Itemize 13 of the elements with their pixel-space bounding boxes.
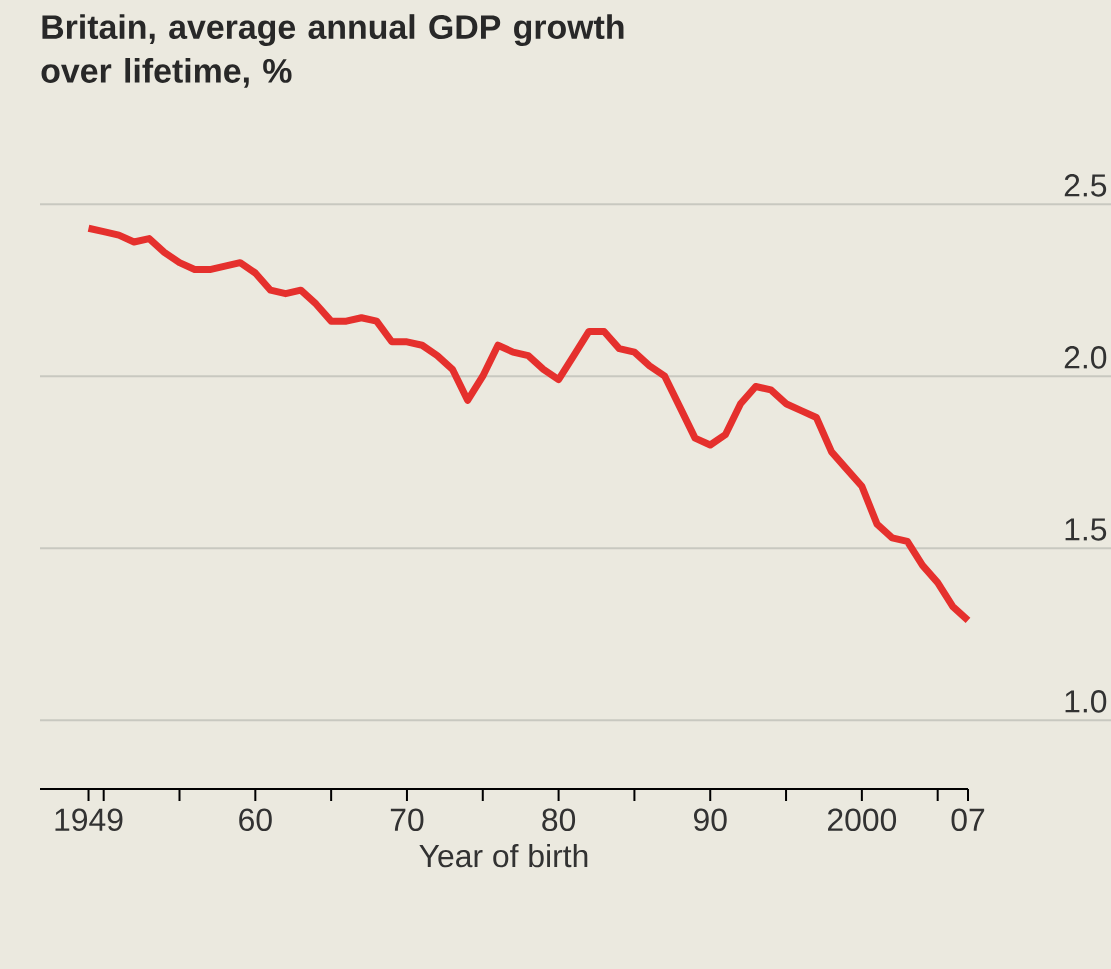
y-tick-label: 2.0 <box>1064 346 1107 369</box>
y-tick-label: 2.5 <box>1064 174 1107 197</box>
y-tick-label: 1.5 <box>1065 518 1107 541</box>
x-tick-label: 60 <box>239 808 272 832</box>
y-tick-label: 1.0 <box>1065 690 1107 713</box>
x-tick-label: 2000 <box>828 808 897 832</box>
x-tick-label: 07 <box>951 808 985 832</box>
x-axis-title: Year of birth <box>419 843 588 868</box>
chart-title: Britain, average annual GDP growth over lifetime, % <box>41 14 624 88</box>
x-tick-label: 80 <box>542 808 576 832</box>
x-tick-label: 1949 <box>55 808 123 832</box>
x-tick-label: 70 <box>390 808 424 832</box>
x-tick-label: 90 <box>694 808 727 832</box>
